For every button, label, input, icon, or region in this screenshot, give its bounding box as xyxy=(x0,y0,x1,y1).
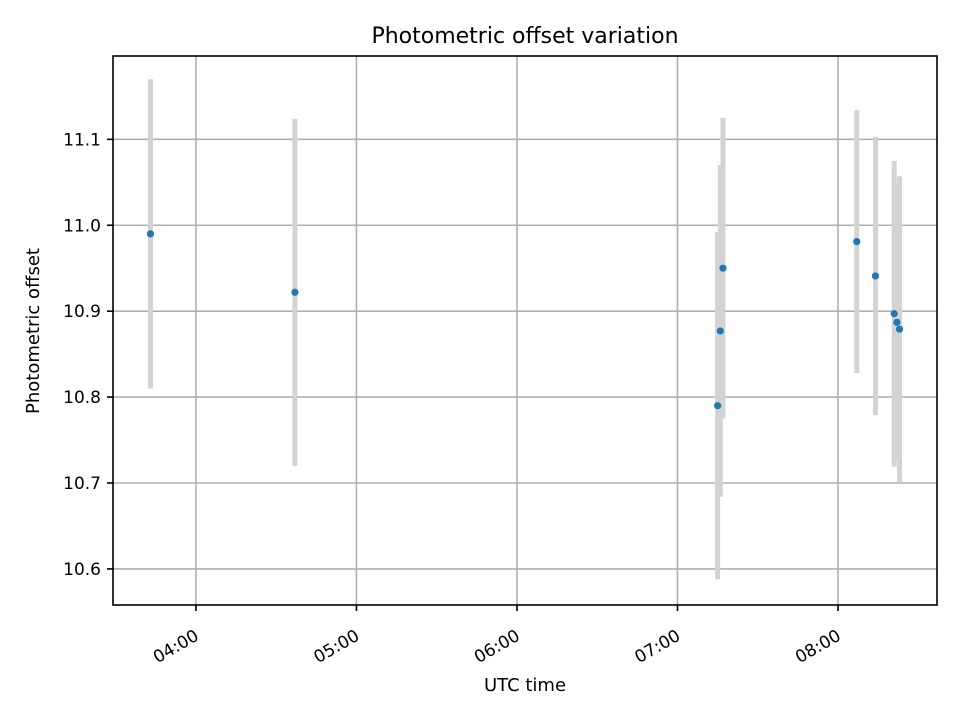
x-tick-label: 04:00 xyxy=(150,626,202,668)
y-tick-label: 11.0 xyxy=(63,216,101,236)
chart-title: Photometric offset variation xyxy=(371,24,678,49)
plot-frame xyxy=(112,55,938,606)
x-tick-label: 07:00 xyxy=(632,626,684,668)
grid-lines xyxy=(113,56,937,605)
axis-ticks: 04:00 05:00 06:00 07:00 08:00 10.6 10.7 10.8 10.… xyxy=(63,130,844,667)
y-tick-label: 10.6 xyxy=(63,560,101,580)
data-point xyxy=(853,237,861,246)
data-point xyxy=(714,402,722,410)
y-tick-label: 11.1 xyxy=(63,130,101,150)
data-point xyxy=(871,272,880,280)
y-tick-label: 10.7 xyxy=(63,474,101,494)
data-point xyxy=(291,288,299,296)
y-tick-label: 10.9 xyxy=(63,302,101,322)
data-points xyxy=(146,230,904,410)
x-axis-label: UTC time xyxy=(484,675,566,696)
data-point xyxy=(895,325,904,333)
x-tick-label: 06:00 xyxy=(471,626,523,668)
x-tick-label: 05:00 xyxy=(311,626,363,668)
data-point xyxy=(716,327,724,335)
data-point xyxy=(893,318,901,326)
x-tick-label: 08:00 xyxy=(792,626,844,668)
error-bars xyxy=(147,79,903,580)
data-point xyxy=(719,264,727,272)
y-tick-label: 10.8 xyxy=(63,388,101,408)
data-point xyxy=(890,310,898,318)
y-axis-label: Photometric offset xyxy=(23,248,44,414)
data-point xyxy=(146,230,155,238)
